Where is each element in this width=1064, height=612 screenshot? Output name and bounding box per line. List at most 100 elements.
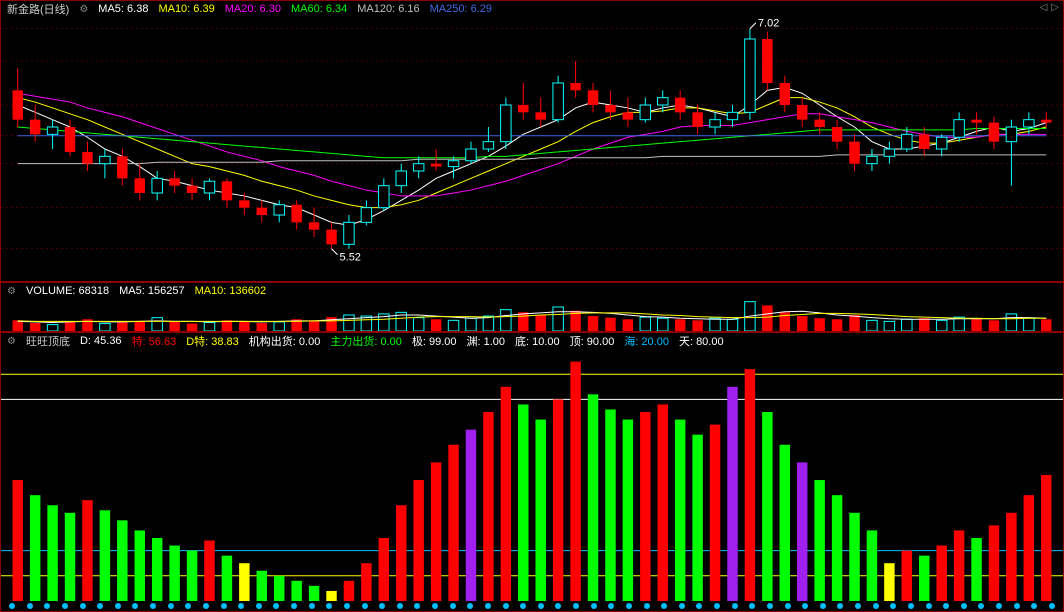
volume-settings-icon[interactable]: ⚙ [7,286,16,297]
nav-next-icon[interactable]: ▷ [1051,2,1059,13]
indicator-dot [644,603,650,609]
indicator-dot [467,603,473,609]
indicator-dot [9,603,15,609]
indicator-dot [785,603,791,609]
indicator-dot [820,603,826,609]
indicator-param: 主力出货: 0.00 [330,333,402,349]
indicator-chart-area[interactable] [1,349,1063,611]
indicator-dot [961,603,967,609]
nav-prev-icon[interactable]: ◁ [1040,2,1048,13]
volume-header: ⚙ VOLUME: 68318 MA5: 156257 MA10: 136602 [1,283,1063,299]
indicator-dot [573,603,579,609]
indicator-dot [203,603,209,609]
indicator-dot [555,603,561,609]
ma120-label: MA120: 6.16 [357,3,419,15]
indicator-dot [97,603,103,609]
indicator-dot [1031,603,1037,609]
indicator-dot [397,603,403,609]
indicator-dots-row [9,603,1055,609]
candle-chart-area[interactable]: 7.02 5.52 [1,17,1063,281]
indicator-dot [608,603,614,609]
indicator-dot [943,603,949,609]
indicator-dot [732,603,738,609]
indicator-dot [256,603,262,609]
ma5-label: MA5: 6.38 [98,3,148,15]
stock-title: 新金路(日线) [7,1,69,17]
volume-ma10-label: MA10: 136602 [195,285,267,297]
indicator-dot [309,603,315,609]
indicator-dot [696,603,702,609]
indicator-dot [679,603,685,609]
indicator-dot [873,603,879,609]
volume-panel[interactable]: ⚙ VOLUME: 68318 MA5: 156257 MA10: 136602 [0,282,1064,332]
indicator-param: 渊: 1.00 [467,333,506,349]
indicator-dot [802,603,808,609]
indicator-dot [115,603,121,609]
indicator-dot [926,603,932,609]
indicator-dot [362,603,368,609]
indicator-dot [80,603,86,609]
indicator-dot [996,603,1002,609]
ma60-label: MA60: 6.34 [291,3,347,15]
indicator-panel[interactable]: ⚙ 旺旺顶底 D: 45.36 特: 56.63 D特: 38.83 机构出货: 0.… [0,332,1064,612]
nav-icons: ◁ ▷ [1040,2,1059,13]
indicator-dot [890,603,896,609]
indicator-settings-icon[interactable]: ⚙ [7,336,16,347]
indicator-dot [591,603,597,609]
indicator-dot [132,603,138,609]
indicator-dot [714,603,720,609]
volume-label: VOLUME: 68318 [26,285,109,297]
indicator-svg [1,349,1063,601]
indicator-dot [291,603,297,609]
settings-icon[interactable]: ⚙ [79,4,88,15]
indicator-dot [626,603,632,609]
indicator-dot [379,603,385,609]
indicator-param: 机构出货: 0.00 [249,333,321,349]
indicator-dot [238,603,244,609]
indicator-param: 天: 80.00 [679,333,724,349]
candle-header: 新金路(日线) ⚙ MA5: 6.38 MA10: 6.39 MA20: 6.3… [1,1,1063,17]
svg-text:5.52: 5.52 [340,252,361,264]
indicator-param: 顶: 90.00 [570,333,615,349]
indicator-dot [27,603,33,609]
indicator-dot [538,603,544,609]
ma10-label: MA10: 6.39 [158,3,214,15]
indicator-dot [1014,603,1020,609]
indicator-dot [978,603,984,609]
indicator-dot [485,603,491,609]
indicator-dot [837,603,843,609]
indicator-param: D: 45.36 [80,335,122,347]
indicator-dot [520,603,526,609]
indicator-header: ⚙ 旺旺顶底 D: 45.36 特: 56.63 D特: 38.83 机构出货: 0.… [1,333,1063,349]
ma20-label: MA20: 6.30 [225,3,281,15]
indicator-dot [855,603,861,609]
svg-text:7.02: 7.02 [758,18,779,30]
indicator-param: 底: 10.00 [515,333,560,349]
indicator-dot [326,603,332,609]
indicator-param: D特: 38.83 [186,333,239,349]
candle-svg: 7.02 5.52 [1,17,1063,281]
volume-chart-area[interactable] [1,299,1063,331]
volume-ma5-label: MA5: 156257 [119,285,184,297]
indicator-dot [62,603,68,609]
indicator-param: 海: 20.00 [624,333,669,349]
candlestick-panel[interactable]: 新金路(日线) ⚙ MA5: 6.38 MA10: 6.39 MA20: 6.3… [0,0,1064,282]
indicator-dot [344,603,350,609]
indicator-dot [450,603,456,609]
indicator-dot [221,603,227,609]
indicator-dot [150,603,156,609]
ma250-label: MA250: 6.29 [430,3,492,15]
indicator-dot [661,603,667,609]
indicator-dot [908,603,914,609]
volume-svg [1,299,1063,331]
indicator-dot [168,603,174,609]
indicator-dot [432,603,438,609]
indicator-title: 旺旺顶底 [26,333,70,349]
indicator-dot [503,603,509,609]
indicator-dot [749,603,755,609]
indicator-dot [273,603,279,609]
indicator-param: 极: 99.00 [412,333,457,349]
indicator-param: 特: 56.63 [132,333,177,349]
indicator-dot [414,603,420,609]
indicator-dot [185,603,191,609]
